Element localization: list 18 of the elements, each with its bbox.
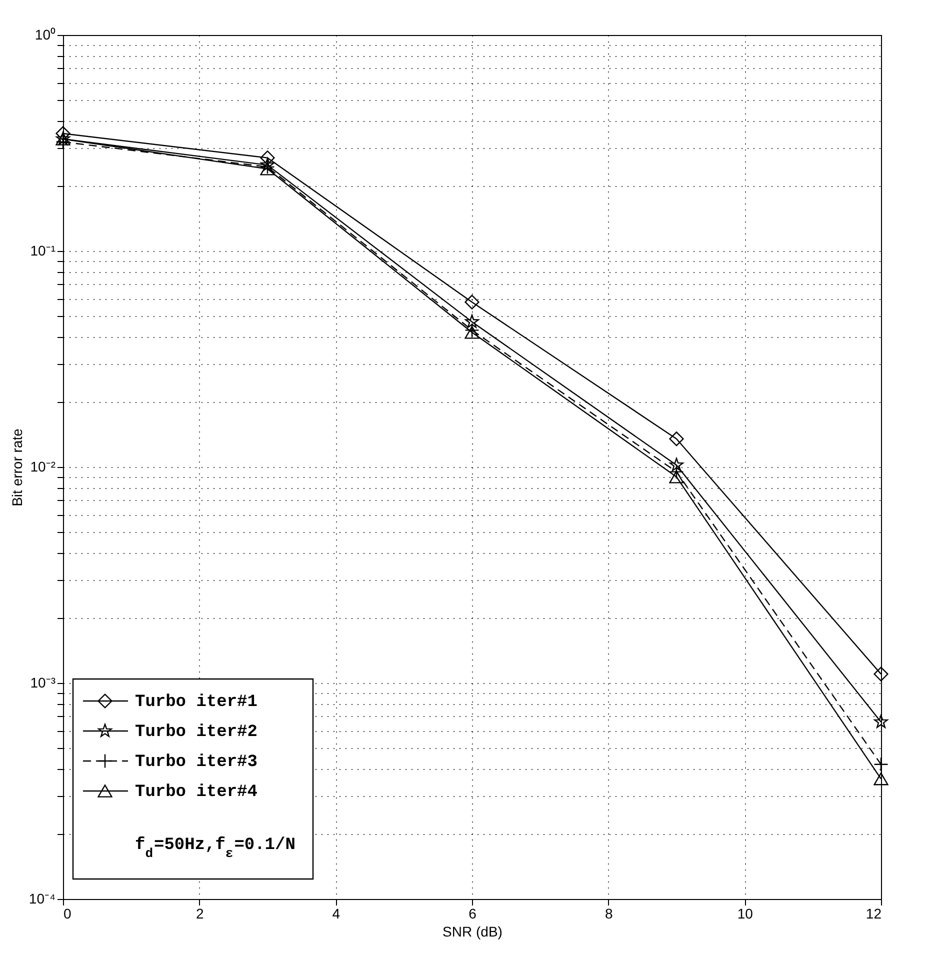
legend-label: Turbo iter#3: [135, 753, 258, 772]
x-tick-label: 2: [196, 906, 204, 922]
x-axis-title: SNR (dB): [442, 924, 502, 940]
y-axis-title: Bit error rate: [8, 428, 25, 506]
y-tick-label: 10⁻³: [30, 674, 56, 690]
x-tick-label: 0: [64, 906, 72, 922]
legend-label: Turbo iter#2: [135, 723, 258, 742]
y-tick-label: 10⁻⁴: [28, 890, 56, 906]
x-tick-label: 6: [468, 906, 477, 922]
y-tick-label: 10⁻²: [30, 458, 56, 474]
legend-label: Turbo iter#1: [135, 693, 258, 712]
x-tick-label: 8: [604, 906, 613, 922]
x-tick-label: 12: [866, 906, 882, 922]
legend-label: Turbo iter#4: [135, 783, 258, 802]
y-tick-label: 10⁰: [34, 26, 56, 42]
x-tick-label: 4: [332, 906, 340, 922]
x-tick-label: 10: [737, 906, 754, 922]
y-tick-label: 10⁻¹: [30, 242, 56, 258]
